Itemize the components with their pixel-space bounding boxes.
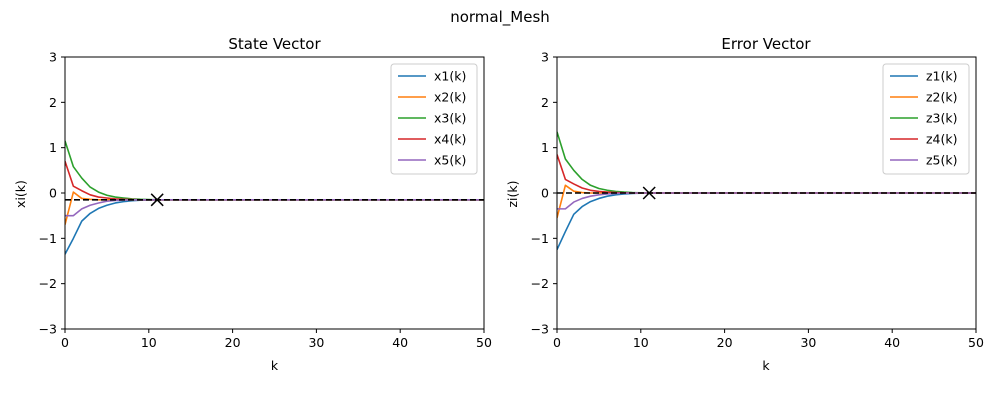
x-tick-label: 20 — [717, 335, 733, 350]
y-tick-label: 1 — [541, 140, 549, 155]
legend-label: x4(k) — [434, 132, 466, 147]
x-tick-label: 20 — [225, 335, 241, 350]
legend-label: x1(k) — [434, 69, 466, 84]
series-line-x1k — [65, 199, 484, 255]
legend-label: z5(k) — [926, 153, 958, 168]
panel-title: State Vector — [228, 35, 321, 53]
y-tick-label: 2 — [541, 95, 549, 110]
legend-label: x2(k) — [434, 90, 466, 105]
legend-label: z2(k) — [926, 90, 958, 105]
x-tick-label: 40 — [884, 335, 900, 350]
y-tick-label: 2 — [49, 95, 57, 110]
figure-title: normal_Mesh — [450, 8, 550, 27]
legend-label: x3(k) — [434, 111, 466, 126]
x-tick-label: 50 — [968, 335, 984, 350]
x-axis-label: k — [762, 358, 770, 373]
legend-label: z4(k) — [926, 132, 958, 147]
y-tick-label: −2 — [39, 276, 57, 291]
y-tick-label: −1 — [531, 231, 549, 246]
x-tick-label: 50 — [476, 335, 492, 350]
legend-label: x5(k) — [434, 153, 466, 168]
y-tick-label: 1 — [49, 140, 57, 155]
y-tick-label: −1 — [39, 231, 57, 246]
x-tick-label: 0 — [553, 335, 561, 350]
state-vector-panel: State Vector k xi(k) 0 10 20 30 40 50 −3 −2 −1 0 1… — [13, 35, 492, 373]
series-line-x5k — [65, 199, 484, 217]
y-tick-label: −2 — [531, 276, 549, 291]
y-tick-label: 0 — [541, 186, 549, 201]
plot-area — [557, 131, 976, 251]
x-tick-label: 10 — [141, 335, 157, 350]
plot-area — [65, 140, 484, 255]
series-line-z1k — [557, 192, 976, 251]
y-tick-label: −3 — [39, 322, 57, 337]
y-tick-label: 3 — [49, 50, 57, 65]
x-axis-label: k — [271, 358, 279, 373]
y-tick-label: 3 — [541, 50, 549, 65]
x-tick-label: 0 — [61, 335, 69, 350]
legend-label: z1(k) — [926, 69, 958, 84]
y-axis-label: xi(k) — [13, 180, 28, 208]
y-tick-label: −3 — [531, 322, 549, 337]
series-line-x2k — [65, 191, 484, 225]
x-tick-label: 40 — [392, 335, 408, 350]
convergence-marker — [642, 186, 656, 200]
panel-title: Error Vector — [721, 35, 811, 53]
y-axis-label: zi(k) — [505, 180, 520, 207]
x-tick-label: 10 — [633, 335, 649, 350]
x-tick-label: 30 — [308, 335, 324, 350]
x-tick-label: 30 — [800, 335, 816, 350]
error-vector-panel: Error Vector k zi(k) 0 10 20 30 40 50 −3 −2 −1 0 1… — [505, 35, 984, 373]
series-line-z5k — [557, 192, 976, 210]
legend: x1(k) x2(k) x3(k) x4(k) x5(k) — [390, 63, 478, 175]
y-tick-label: 0 — [49, 186, 57, 201]
legend: z1(k) z2(k) z3(k) z4(k) z5(k) — [882, 63, 970, 175]
legend-label: z3(k) — [926, 111, 958, 126]
convergence-marker — [150, 193, 164, 207]
series-line-z2k — [557, 184, 976, 219]
